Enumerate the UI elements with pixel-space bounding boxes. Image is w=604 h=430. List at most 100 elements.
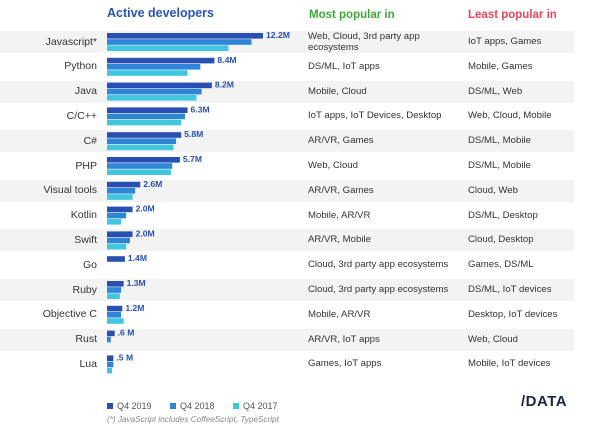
most-popular-cell: DS/ML, IoT apps (308, 60, 380, 72)
bar-q4-2019 (107, 132, 182, 138)
bar-q4-2018 (107, 287, 122, 293)
value-label: 12.2M (266, 30, 290, 40)
bar-q4-2018 (107, 39, 252, 45)
least-popular-cell: Web, Cloud, Mobile (468, 110, 552, 122)
bar-q4-2017 (107, 119, 182, 126)
least-popular-cell: DS/ML, Mobile (468, 160, 531, 171)
legend-swatch-q4-2019 (107, 403, 113, 409)
least-popular-cell: DS/ML, Desktop (468, 209, 538, 221)
language-label: Rust (75, 333, 97, 346)
bar-q4-2018 (107, 237, 131, 244)
value-label: 2.6M (143, 179, 162, 189)
least-popular-cell: IoT apps, Games (468, 36, 542, 47)
bar-q4-2017 (107, 243, 127, 250)
least-popular-cell: Cloud, Web (468, 184, 518, 196)
most-popular-cell: Mobile, Cloud (308, 85, 367, 97)
language-label: Java (74, 85, 97, 98)
legend-item-q4-2018: Q4 2018 (170, 401, 215, 411)
most-popular-cell: AR/VR, Games (308, 135, 374, 147)
legend-label-q4-2018: Q4 2018 (180, 401, 215, 411)
least-popular-header: Least popular in (468, 9, 557, 21)
least-popular-cell: DS/ML, Web (468, 85, 523, 97)
least-popular-cell: Mobile, Games (468, 60, 533, 72)
value-label: 6.3M (191, 104, 210, 114)
bar-q4-2019 (107, 355, 114, 361)
legend-swatch-q4-2018 (170, 403, 176, 409)
bar-q4-2018 (107, 188, 136, 194)
most-popular-header: Most popular in (309, 9, 395, 21)
bar-q4-2017 (107, 70, 188, 76)
language-label: Ruby (72, 283, 97, 296)
bar-q4-2018 (107, 64, 201, 70)
most-popular-cell: AR/VR, Games (308, 184, 374, 196)
most-popular-cell: Games, IoT apps (308, 358, 382, 370)
bar-q4-2019 (107, 330, 115, 337)
language-label: Kotlin (70, 209, 97, 222)
most-popular-cell: Web, Cloud, 3rd party app ecosystems (308, 30, 420, 54)
language-label: Lua (79, 357, 97, 370)
most-popular-cell: AR/VR, Mobile (308, 234, 371, 246)
most-popular-cell: IoT apps, IoT Devices, Desktop (308, 110, 442, 122)
bar-q4-2017 (107, 169, 171, 175)
footnote: (*) JavaScript includes CoffeeScript, Ty… (107, 415, 279, 424)
bar-q4-2017 (107, 45, 229, 51)
bar-q4-2018 (107, 113, 185, 120)
row-background (0, 229, 574, 252)
value-label: 1.2M (125, 303, 144, 313)
data-logo: /DATA (521, 393, 568, 410)
most-popular-cell: Mobile, AR/VR (308, 209, 371, 221)
bar-q4-2018 (107, 361, 114, 368)
language-label: PHP (75, 159, 97, 172)
row-background (0, 279, 574, 301)
bar-q4-2018 (107, 163, 173, 169)
legend-item-q4-2017: Q4 2017 (233, 401, 278, 411)
value-label: .5 M (116, 352, 133, 362)
bar-q4-2017 (107, 144, 174, 151)
language-label: Go (82, 258, 97, 271)
language-label: Swift (74, 233, 97, 246)
bar-q4-2017 (107, 293, 120, 299)
language-label: Javascript* (45, 35, 97, 48)
value-label: 1.4M (128, 253, 147, 263)
value-label: 2.0M (136, 228, 155, 238)
legend-label-q4-2019: Q4 2019 (117, 401, 152, 411)
row-background (0, 179, 574, 202)
bar-q4-2017 (107, 367, 113, 374)
bar-q4-2019 (107, 107, 188, 113)
value-label: 5.7M (183, 154, 202, 164)
bar-q4-2017 (107, 318, 124, 324)
bar-q4-2017 (107, 194, 133, 200)
bar-q4-2019 (107, 231, 133, 237)
bar-q4-2018 (107, 312, 122, 318)
most-popular-cell: AR/VR, IoT apps (308, 333, 380, 345)
least-popular-cell: DS/ML, Mobile (468, 135, 531, 147)
value-label: 8.4M (217, 55, 236, 65)
language-label: C/C++ (66, 109, 97, 122)
bar-q4-2018 (107, 138, 177, 144)
language-label: Objective C (42, 308, 97, 321)
value-label: 5.8M (184, 129, 203, 139)
bar-q4-2017 (107, 95, 197, 101)
value-label: .6 M (118, 328, 135, 338)
value-label: 1.3M (127, 278, 146, 288)
least-popular-cell: Desktop, IoT devices (468, 308, 558, 320)
value-label: 2.0M (136, 204, 155, 214)
bar-q4-2018 (107, 336, 111, 343)
least-popular-cell: Cloud, Desktop (468, 234, 534, 246)
bar-q4-2019 (107, 256, 125, 262)
value-label: 8.2M (215, 80, 234, 90)
legend-label-q4-2017: Q4 2017 (243, 401, 278, 411)
language-label: Python (64, 60, 97, 73)
bar-q4-2019 (107, 181, 141, 188)
most-popular-cell: Web, Cloud (308, 160, 358, 171)
bar-q4-2019 (107, 305, 123, 312)
active-developers-header: Active developers (107, 6, 214, 20)
most-popular-cell: Mobile, AR/VR (308, 308, 371, 320)
bar-q4-2019 (107, 157, 180, 163)
legend-swatch-q4-2017 (233, 403, 239, 409)
most-popular-cell: Cloud, 3rd party app ecosystems (308, 284, 449, 295)
legend-item-q4-2019: Q4 2019 (107, 401, 152, 411)
most-popular-cell: Cloud, 3rd party app ecosystems (308, 259, 449, 271)
row-background (0, 328, 574, 351)
